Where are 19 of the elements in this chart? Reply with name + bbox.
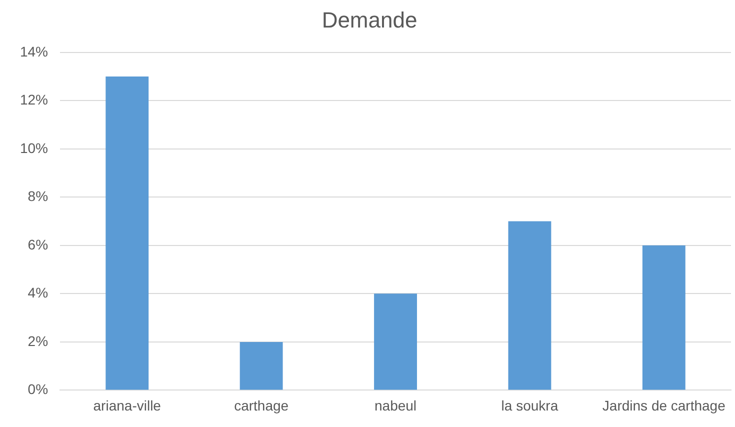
y-tick-label: 6% bbox=[28, 236, 48, 252]
y-tick-label: 4% bbox=[28, 284, 48, 301]
bar bbox=[374, 294, 417, 390]
x-tick-label: nabeul bbox=[374, 397, 417, 414]
y-tick-label: 12% bbox=[20, 92, 48, 108]
x-tick-label: carthage bbox=[234, 397, 289, 414]
bar bbox=[240, 342, 283, 390]
y-tick-label: 8% bbox=[28, 188, 48, 204]
bar bbox=[642, 245, 686, 390]
x-tick-label: Jardins de carthage bbox=[602, 397, 726, 414]
y-tick-label: 10% bbox=[20, 140, 48, 156]
x-tick-label: la soukra bbox=[501, 397, 558, 414]
bar bbox=[106, 76, 149, 390]
x-tick-label: ariana-ville bbox=[93, 397, 162, 414]
bar bbox=[508, 221, 552, 390]
y-tick-label: 0% bbox=[28, 381, 48, 398]
chart-title: Demande bbox=[322, 7, 418, 32]
y-tick-label: 14% bbox=[20, 43, 48, 60]
y-tick-label: 2% bbox=[28, 332, 48, 349]
